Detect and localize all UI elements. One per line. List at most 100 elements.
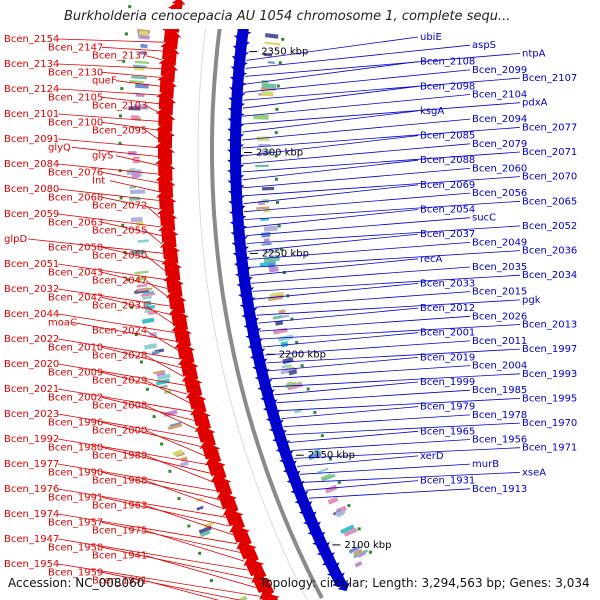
gene-label-right[interactable]: Bcen_2065 bbox=[522, 196, 577, 207]
gene-label-right[interactable]: Bcen_1931 bbox=[420, 476, 475, 487]
gene-label-left[interactable]: Bcen_1941 bbox=[92, 551, 147, 562]
gene-label-right[interactable]: murB bbox=[472, 459, 499, 470]
gene-label-right[interactable]: Bcen_1993 bbox=[522, 369, 577, 380]
gene-label-right[interactable]: Bcen_2070 bbox=[522, 172, 577, 183]
gene-label-right[interactable]: Bcen_1965 bbox=[420, 426, 475, 437]
gene-label-right[interactable]: xseA bbox=[522, 467, 546, 478]
gene-label-left[interactable]: Bcen_2044 bbox=[4, 309, 59, 320]
gene-label-left[interactable]: Bcen_2137 bbox=[92, 51, 147, 62]
gene-label-left[interactable]: Bcen_2147 bbox=[48, 42, 103, 53]
gene-label-right[interactable]: Bcen_2094 bbox=[472, 114, 527, 125]
gene-label-right[interactable]: sucC bbox=[472, 213, 496, 224]
gene-label-left[interactable]: queF bbox=[92, 76, 117, 87]
gene-label-left[interactable]: Bcen_2076 bbox=[48, 167, 103, 178]
gene-label-right[interactable]: Bcen_2071 bbox=[522, 147, 577, 158]
gene-label-left[interactable]: Bcen_2021 bbox=[4, 384, 59, 395]
gene-label-right[interactable]: Bcen_2011 bbox=[472, 336, 527, 347]
gene-label-left[interactable]: Bcen_1975 bbox=[92, 526, 147, 537]
gene-label-left[interactable]: Int bbox=[92, 176, 105, 187]
gene-label-right[interactable]: Bcen_2004 bbox=[472, 361, 527, 372]
gene-label-left[interactable]: Bcen_2022 bbox=[4, 334, 59, 345]
gene-label-right[interactable]: Bcen_2036 bbox=[522, 246, 577, 257]
gene-label-left[interactable]: glyQ bbox=[48, 142, 71, 153]
reverse-gene-arrow[interactable] bbox=[332, 572, 353, 594]
gene-label-left[interactable]: glyS bbox=[92, 151, 113, 162]
gene-label-left[interactable]: Bcen_2080 bbox=[4, 184, 59, 195]
gene-label-right[interactable]: Bcen_2034 bbox=[522, 270, 577, 281]
gene-label-left[interactable]: Bcen_2031 bbox=[92, 301, 147, 312]
gene-label-right[interactable]: Bcen_2035 bbox=[472, 262, 527, 273]
gene-label-right[interactable]: Bcen_1913 bbox=[472, 484, 527, 495]
gene-label-left[interactable]: Bcen_1974 bbox=[4, 509, 59, 520]
gene-label-right[interactable]: aspS bbox=[472, 40, 496, 51]
gene-label-left[interactable]: Bcen_2051 bbox=[4, 259, 59, 270]
gene-label-left[interactable]: Bcen_1990 bbox=[48, 467, 103, 478]
gene-label-right[interactable]: Bcen_2013 bbox=[522, 320, 577, 331]
gene-label-left[interactable]: Bcen_2124 bbox=[4, 84, 59, 95]
gene-label-left[interactable]: Bcen_2068 bbox=[48, 192, 103, 203]
gene-label-right[interactable]: pdxA bbox=[522, 98, 548, 109]
gene-label-right[interactable]: Bcen_2012 bbox=[420, 303, 475, 314]
gene-label-left[interactable]: Bcen_2047 bbox=[92, 276, 147, 287]
gene-label-right[interactable]: Bcen_2069 bbox=[420, 180, 475, 191]
gene-label-right[interactable]: ubiE bbox=[420, 32, 442, 43]
gene-label-right[interactable]: Bcen_2098 bbox=[420, 81, 475, 92]
gene-label-right[interactable]: Bcen_1979 bbox=[420, 402, 475, 413]
gene-label-left[interactable]: Bcen_2059 bbox=[4, 209, 59, 220]
gene-label-right[interactable]: Bcen_1999 bbox=[420, 377, 475, 388]
gene-label-right[interactable]: pgk bbox=[522, 295, 541, 306]
gene-label-right[interactable]: Bcen_2001 bbox=[420, 328, 475, 339]
gene-label-left[interactable]: Bcen_1992 bbox=[4, 434, 59, 445]
gene-label-left[interactable]: Bcen_2032 bbox=[4, 284, 59, 295]
forward-gene-arrow[interactable] bbox=[159, 41, 175, 60]
gene-label-right[interactable]: Bcen_1970 bbox=[522, 418, 577, 429]
gene-label-left[interactable]: Bcen_2008 bbox=[92, 401, 147, 412]
gene-label-right[interactable]: Bcen_1978 bbox=[472, 410, 527, 421]
gene-label-left[interactable]: Bcen_1977 bbox=[4, 459, 59, 470]
gene-label-left[interactable]: Bcen_2095 bbox=[92, 126, 147, 137]
gene-label-right[interactable]: Bcen_2015 bbox=[472, 287, 527, 298]
gene-label-left[interactable]: Bcen_2023 bbox=[4, 409, 59, 420]
gene-label-left[interactable]: glpD bbox=[4, 234, 27, 245]
gene-label-right[interactable]: Bcen_2079 bbox=[472, 139, 527, 150]
gene-label-left[interactable]: Bcen_2058 bbox=[48, 242, 103, 253]
gene-label-left[interactable]: Bcen_2063 bbox=[48, 217, 103, 228]
gene-label-right[interactable]: Bcen_2060 bbox=[472, 163, 527, 174]
gene-label-left[interactable]: Bcen_2029 bbox=[92, 376, 147, 387]
gene-label-left[interactable]: Bcen_2009 bbox=[48, 367, 103, 378]
gene-label-left[interactable]: Bcen_1976 bbox=[4, 484, 59, 495]
gene-label-right[interactable]: Bcen_1956 bbox=[472, 435, 527, 446]
gene-label-left[interactable]: Bcen_2130 bbox=[48, 67, 103, 78]
gene-label-right[interactable]: Bcen_2054 bbox=[420, 205, 475, 216]
gene-label-left[interactable]: Bcen_2091 bbox=[4, 134, 59, 145]
gene-label-left[interactable]: Bcen_2028 bbox=[92, 351, 147, 362]
gene-label-right[interactable]: Bcen_2052 bbox=[522, 221, 577, 232]
gene-label-left[interactable]: Bcen_1980 bbox=[48, 442, 103, 453]
gene-label-left[interactable]: Bcen_1957 bbox=[48, 517, 103, 528]
gene-label-left[interactable]: Bcen_2020 bbox=[4, 359, 59, 370]
gene-label-left[interactable]: Bcen_2154 bbox=[4, 34, 59, 45]
gene-label-left[interactable]: Bcen_2055 bbox=[92, 226, 147, 237]
forward-gene-arrow[interactable] bbox=[158, 57, 173, 77]
gene-label-left[interactable]: Bcen_1968 bbox=[92, 476, 147, 487]
gene-label-left[interactable]: Bcen_1951 bbox=[92, 576, 147, 587]
gene-label-right[interactable]: Bcen_2104 bbox=[472, 90, 527, 101]
gene-label-left[interactable]: Bcen_1959 bbox=[48, 567, 103, 578]
gene-label-left[interactable]: Bcen_2103 bbox=[92, 101, 147, 112]
gene-label-right[interactable]: Bcen_2088 bbox=[420, 155, 475, 166]
gene-label-right[interactable]: ksgA bbox=[420, 106, 444, 117]
gene-label-left[interactable]: Bcen_2084 bbox=[4, 159, 59, 170]
gene-label-left[interactable]: Bcen_1963 bbox=[92, 501, 147, 512]
gene-label-left[interactable]: Bcen_1947 bbox=[4, 534, 59, 545]
gene-label-left[interactable]: Bcen_1954 bbox=[4, 559, 59, 570]
gene-label-right[interactable]: Bcen_2049 bbox=[472, 237, 527, 248]
gene-label-left[interactable]: Bcen_2024 bbox=[92, 326, 147, 337]
gene-label-right[interactable]: Bcen_2099 bbox=[472, 65, 527, 76]
gene-label-right[interactable]: Bcen_2056 bbox=[472, 188, 527, 199]
gene-label-left[interactable]: Bcen_2100 bbox=[48, 117, 103, 128]
gene-label-left[interactable]: Bcen_2042 bbox=[48, 292, 103, 303]
gene-label-left[interactable]: Bcen_2000 bbox=[92, 426, 147, 437]
gene-label-right[interactable]: xerD bbox=[420, 451, 444, 462]
gene-label-left[interactable]: Bcen_1996 bbox=[48, 417, 103, 428]
